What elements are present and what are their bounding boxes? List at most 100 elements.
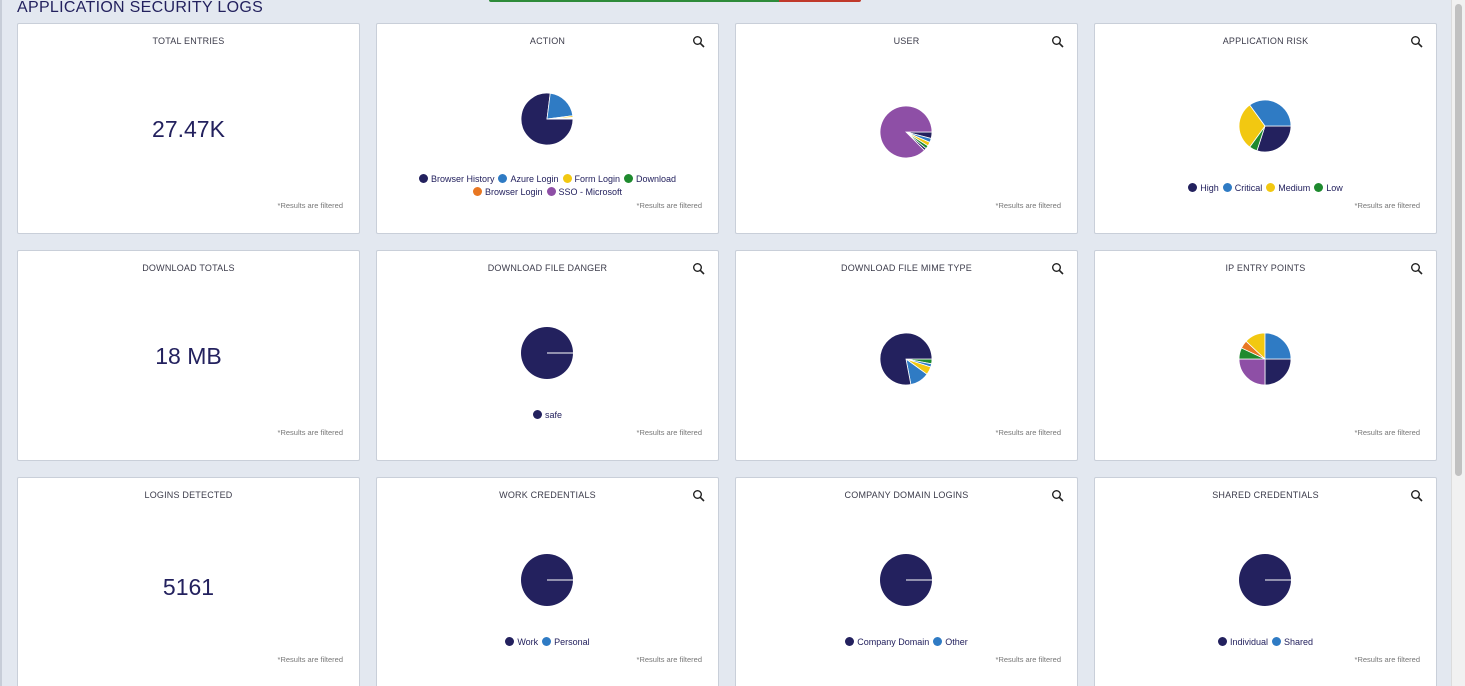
action-pie-chart[interactable] (520, 92, 574, 146)
search-icon[interactable] (1051, 262, 1065, 276)
company-domain-logins-pie-chart[interactable] (879, 553, 933, 607)
legend-swatch (1188, 183, 1198, 192)
legend-label: Browser History (430, 174, 495, 184)
download-file-mime-type-pie-chart[interactable] (879, 332, 933, 386)
filtered-note: *Results are filtered (995, 201, 1061, 210)
pie-slice[interactable] (520, 92, 574, 146)
card-application-risk: APPLICATION RISK High Critical Medium Low *… (1094, 23, 1437, 234)
card-download-totals: DOWNLOAD TOTALS 18 MB *Results are filte… (17, 250, 360, 461)
filtered-note: *Results are filtered (277, 428, 343, 437)
legend-swatch (624, 174, 634, 183)
card-title: LOGINS DETECTED (144, 490, 233, 500)
legend-item[interactable]: Browser History (418, 173, 495, 186)
card-title: COMPANY DOMAIN LOGINS (844, 490, 969, 500)
legend-swatch (933, 637, 943, 646)
pie-slice[interactable] (1256, 125, 1292, 153)
legend-item[interactable]: High (1188, 182, 1219, 195)
legend-label: SSO - Microsoft (558, 187, 623, 197)
legend-item[interactable]: Azure Login (498, 173, 559, 186)
card-title: DOWNLOAD FILE MIME TYPE (841, 263, 972, 273)
search-icon[interactable] (692, 262, 706, 276)
card-company-domain-logins: COMPANY DOMAIN LOGINS Company Domain Othe… (735, 477, 1078, 686)
card-title: DOWNLOAD FILE DANGER (487, 263, 608, 273)
legend-swatch (1222, 183, 1232, 192)
pie-slice[interactable] (879, 105, 933, 159)
legend-item[interactable]: Other (933, 636, 968, 649)
pie-slice[interactable] (1238, 358, 1266, 386)
pie-slice[interactable] (879, 332, 933, 386)
legend-label: Shared (1284, 637, 1314, 647)
legend-item[interactable]: Form Login (562, 173, 621, 186)
legend-swatch (505, 637, 515, 646)
card-user: USER *Results are filtered (735, 23, 1078, 234)
filtered-note: *Results are filtered (1354, 655, 1420, 664)
search-icon[interactable] (692, 35, 706, 49)
search-icon[interactable] (1410, 35, 1424, 49)
card-work-credentials: WORK CREDENTIALS Work Personal *Results a… (376, 477, 719, 686)
search-icon[interactable] (1051, 35, 1065, 49)
download-file-danger-legend: safe (407, 409, 688, 422)
ip-entry-points-pie-chart[interactable] (1238, 332, 1292, 386)
left-edge-divider (0, 0, 2, 686)
legend-item[interactable]: safe (532, 409, 562, 422)
legend-label: Download (636, 174, 677, 184)
card-title: USER (893, 36, 920, 46)
pie-slice[interactable] (1264, 332, 1292, 360)
legend-label: Medium (1278, 183, 1311, 193)
legend-label: High (1200, 183, 1219, 193)
card-title: APPLICATION RISK (1222, 36, 1309, 46)
legend-item[interactable]: Critical (1222, 182, 1263, 195)
pie-slice[interactable] (1264, 358, 1292, 386)
search-icon[interactable] (692, 489, 706, 503)
pie-slice[interactable] (1238, 104, 1266, 148)
legend-item[interactable]: Work (505, 636, 538, 649)
legend-item[interactable]: Shared (1272, 636, 1313, 649)
filtered-note: *Results are filtered (636, 655, 702, 664)
vertical-scrollbar[interactable] (1451, 0, 1465, 686)
legend-item[interactable]: Company Domain (845, 636, 929, 649)
card-title: WORK CREDENTIALS (499, 490, 596, 500)
pie-slice[interactable] (1249, 99, 1292, 127)
filtered-note: *Results are filtered (1354, 428, 1420, 437)
legend-label: Personal (554, 637, 590, 647)
legend-label: Company Domain (857, 637, 930, 647)
search-icon[interactable] (1051, 489, 1065, 503)
card-title: TOTAL ENTRIES (152, 36, 225, 46)
scrollbar-thumb[interactable] (1455, 4, 1462, 476)
download-file-danger-pie-chart[interactable] (520, 326, 574, 380)
application-risk-pie-chart[interactable] (1238, 99, 1292, 153)
legend-swatch (418, 174, 428, 183)
card-title: ACTION (529, 36, 566, 46)
legend-item[interactable]: SSO - Microsoft (546, 186, 623, 199)
filtered-note: *Results are filtered (277, 655, 343, 664)
legend-label: Other (945, 637, 968, 647)
legend-label: Low (1326, 183, 1343, 193)
filtered-note: *Results are filtered (636, 201, 702, 210)
card-download-file-mime-type: DOWNLOAD FILE MIME TYPE *Results are fil… (735, 250, 1078, 461)
legend-item[interactable]: Browser Login (472, 186, 543, 199)
shared-credentials-pie-chart[interactable] (1238, 553, 1292, 607)
legend-label: Critical (1234, 183, 1263, 193)
legend-swatch (472, 187, 482, 196)
legend-label: Individual (1229, 637, 1268, 647)
legend-item[interactable]: Low (1314, 182, 1343, 195)
total-entries-value: 27.47K (152, 116, 225, 142)
user-pie-chart[interactable] (879, 105, 933, 159)
top-notification-bar (489, 0, 861, 2)
page-title: APPLICATION SECURITY LOGS (17, 0, 264, 16)
search-icon[interactable] (1410, 489, 1424, 503)
download-totals-value: 18 MB (155, 343, 222, 369)
legend-item[interactable]: Medium (1266, 182, 1310, 195)
legend-label: Azure Login (510, 174, 559, 184)
card-logins-detected: LOGINS DETECTED 5161 *Results are filter… (17, 477, 360, 686)
company-domain-logins-legend: Company Domain Other (766, 636, 1047, 649)
legend-item[interactable]: Download (624, 173, 676, 186)
legend-item[interactable]: Individual (1217, 636, 1268, 649)
legend-label: Form Login (574, 174, 621, 184)
filtered-note: *Results are filtered (636, 428, 702, 437)
work-credentials-pie-chart[interactable] (520, 553, 574, 607)
search-icon[interactable] (1410, 262, 1424, 276)
work-credentials-legend: Work Personal (407, 636, 688, 649)
legend-item[interactable]: Personal (542, 636, 590, 649)
pie-slice[interactable] (546, 92, 574, 120)
